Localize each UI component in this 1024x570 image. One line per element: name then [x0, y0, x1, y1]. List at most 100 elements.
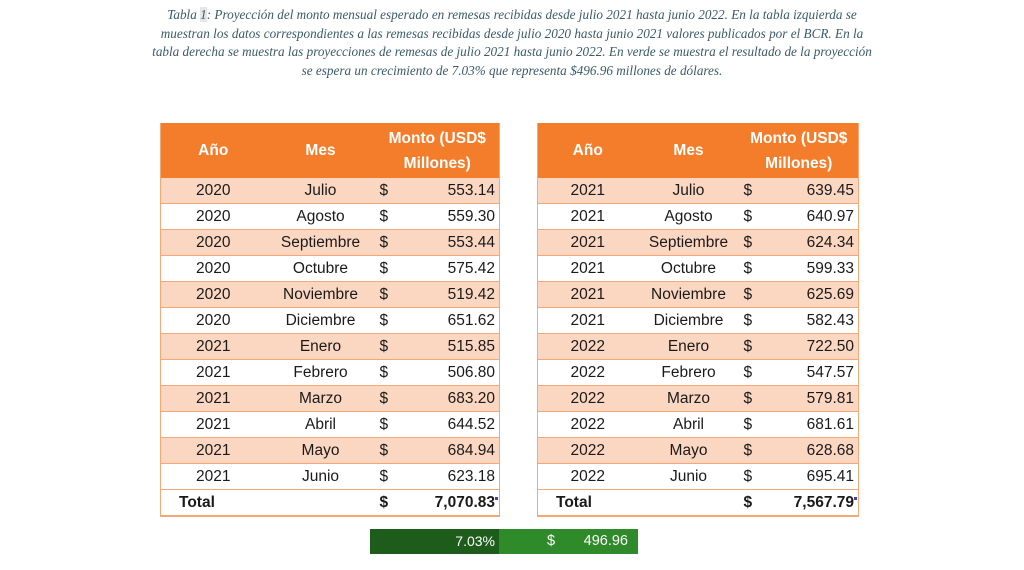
total-empty-cell — [265, 489, 376, 517]
cell-monto: 625.69 — [780, 281, 859, 308]
cell-currency: $ — [375, 307, 422, 334]
table-total-row: Total $7,567.79 — [537, 489, 859, 517]
cell-currency: $ — [739, 411, 781, 438]
cell-ano: 2020 — [160, 255, 266, 282]
cell-mes: Mayo — [265, 437, 376, 464]
cell-monto: 506.80 — [421, 359, 500, 386]
cell-ano: 2021 — [537, 203, 638, 230]
cell-currency: $ — [739, 178, 781, 204]
cell-ano: 2021 — [160, 359, 266, 386]
table-row: 2021 Mayo $684.94 — [160, 437, 500, 464]
table-row: 2021 Agosto $640.97 — [537, 203, 859, 230]
cell-ano: 2021 — [160, 463, 266, 490]
total-label: Total — [537, 489, 638, 517]
cell-ano: 2022 — [537, 385, 638, 412]
cell-monto: 553.44 — [421, 229, 500, 256]
cell-mes: Octubre — [265, 255, 376, 282]
caption-prefix: Tabla — [167, 7, 201, 22]
table-row: 2020 Agosto $559.30 — [160, 203, 500, 230]
cell-currency: $ — [739, 385, 781, 412]
cell-monto: 599.33 — [780, 255, 859, 282]
cell-currency: $ — [375, 385, 422, 412]
table-row: 2021 Diciembre $582.43 — [537, 307, 859, 334]
caption-text: : Proyección del monto mensual esperado … — [152, 7, 872, 78]
table-row: 2020 Octubre $575.42 — [160, 255, 500, 282]
fill-handle-marker — [854, 497, 857, 500]
table-row: 2022 Abril $681.61 — [537, 411, 859, 438]
cell-mes: Marzo — [637, 385, 740, 412]
growth-amount: 496.96 — [583, 533, 628, 549]
cell-currency: $ — [739, 281, 781, 308]
cell-currency: $ — [739, 359, 781, 386]
table-total-row: Total $7,070.83 — [160, 489, 500, 517]
table-body: 2021 Julio $639.45 2021 Agosto $640.97 2021 Sep… — [537, 178, 859, 517]
cell-mes: Enero — [265, 333, 376, 360]
table-row: 2022 Marzo $579.81 — [537, 385, 859, 412]
cell-monto: 640.97 — [780, 203, 859, 230]
cell-ano: 2021 — [537, 307, 638, 334]
cell-ano: 2022 — [537, 463, 638, 490]
cell-mes: Abril — [265, 411, 376, 438]
table-row: 2022 Enero $722.50 — [537, 333, 859, 360]
cell-mes: Noviembre — [637, 281, 740, 308]
cell-mes: Junio — [265, 463, 376, 490]
header-mes: Mes — [265, 123, 376, 178]
cell-currency: $ — [739, 229, 781, 256]
growth-amount-cell: $ 496.96 — [499, 529, 638, 554]
table-row: 2020 Julio $553.14 — [160, 178, 500, 204]
cell-ano: 2021 — [537, 281, 638, 308]
table-row: 2021 Marzo $683.20 — [160, 385, 500, 412]
header-ano: Año — [160, 123, 266, 178]
header-monto-line2: Millones) — [403, 154, 471, 172]
cell-mes: Mayo — [637, 437, 740, 464]
total-currency: $ — [739, 489, 781, 517]
cell-monto: 639.45 — [780, 178, 859, 204]
cell-mes: Febrero — [637, 359, 740, 386]
cell-mes: Abril — [637, 411, 740, 438]
cell-monto: 579.81 — [780, 385, 859, 412]
table-row: 2022 Junio $695.41 — [537, 463, 859, 490]
cell-mes: Julio — [637, 178, 740, 204]
cell-mes: Agosto — [637, 203, 740, 230]
cell-currency: $ — [375, 281, 422, 308]
header-monto-line1: Monto (USD$ — [750, 129, 848, 147]
cell-mes: Septiembre — [265, 229, 376, 256]
header-monto-line2: Millones) — [765, 154, 833, 172]
cell-monto: 681.61 — [780, 411, 859, 438]
cell-mes: Septiembre — [637, 229, 740, 256]
cell-currency: $ — [375, 178, 422, 204]
total-value: 7,070.83 — [421, 489, 500, 517]
cell-mes: Julio — [265, 178, 376, 204]
cell-monto: 519.42 — [421, 281, 500, 308]
cell-currency: $ — [739, 437, 781, 464]
table-row: 2021 Enero $515.85 — [160, 333, 500, 360]
table-caption: Tabla 1: Proyección del monto mensual es… — [150, 6, 874, 80]
table-row: 2020 Noviembre $519.42 — [160, 281, 500, 308]
cell-currency: $ — [739, 203, 781, 230]
cell-mes: Enero — [637, 333, 740, 360]
header-monto: Monto (USD$ Millones) — [375, 123, 500, 178]
cell-currency: $ — [739, 463, 781, 490]
growth-currency: $ — [547, 533, 556, 549]
cell-ano: 2021 — [537, 255, 638, 282]
cell-mes: Noviembre — [265, 281, 376, 308]
fill-handle-marker — [495, 497, 498, 500]
cell-ano: 2020 — [160, 178, 266, 204]
cell-ano: 2020 — [160, 229, 266, 256]
cell-currency: $ — [375, 411, 422, 438]
cell-mes: Diciembre — [265, 307, 376, 334]
cell-mes: Octubre — [637, 255, 740, 282]
cell-mes: Junio — [637, 463, 740, 490]
caption-number: 1 — [200, 7, 207, 22]
table-row: 2021 Octubre $599.33 — [537, 255, 859, 282]
cell-monto: 684.94 — [421, 437, 500, 464]
table-header-row: Año Mes Monto (USD$ Millones) — [537, 123, 859, 178]
cell-mes: Diciembre — [637, 307, 740, 334]
cell-ano: 2022 — [537, 411, 638, 438]
cell-currency: $ — [739, 333, 781, 360]
cell-ano: 2022 — [537, 359, 638, 386]
table-row: 2021 Junio $623.18 — [160, 463, 500, 490]
growth-percentage-cell: 7.03% — [370, 529, 499, 554]
cell-currency: $ — [375, 203, 422, 230]
cell-ano: 2021 — [160, 385, 266, 412]
